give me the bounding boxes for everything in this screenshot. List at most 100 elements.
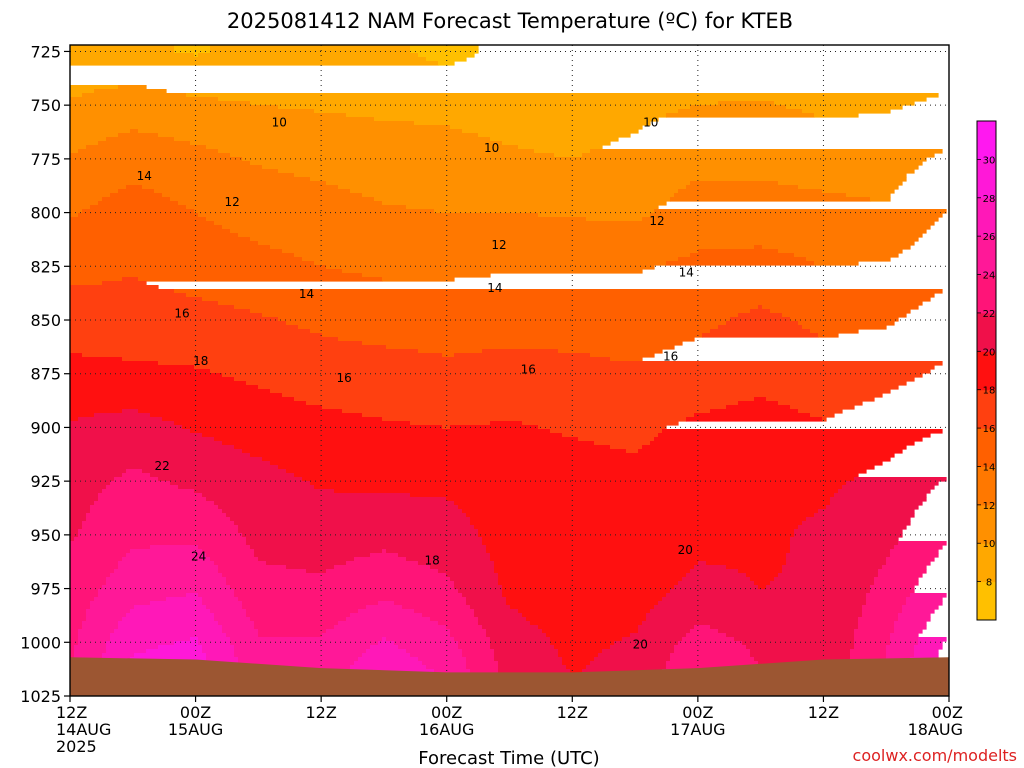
temperature-cell xyxy=(230,641,379,646)
temperature-cell xyxy=(598,653,671,658)
temperature-cell xyxy=(486,549,791,554)
temperature-cell xyxy=(566,665,587,670)
temperature-cell xyxy=(466,657,495,662)
temperature-cell xyxy=(70,421,175,426)
temperature-cell xyxy=(234,593,463,598)
temperature-cell xyxy=(118,133,159,138)
temperature-cell xyxy=(734,637,855,642)
temperature-cell xyxy=(666,661,759,666)
temperature-cell xyxy=(270,389,891,394)
temperature-cell xyxy=(114,629,223,634)
temperature-cell xyxy=(506,601,659,606)
temperature-cell xyxy=(918,637,947,642)
temperature-cell xyxy=(70,229,231,234)
colorbar-label: 26 xyxy=(983,232,996,243)
x-tick-label: 16AUG xyxy=(419,720,474,739)
temperature-cell xyxy=(794,529,903,534)
temperature-cell xyxy=(262,313,739,318)
temperature-cell xyxy=(174,289,943,294)
temperature-cell xyxy=(106,485,179,490)
temperature-cell xyxy=(70,625,83,630)
temperature-cell xyxy=(658,433,931,438)
temperature-cell xyxy=(106,581,227,586)
temperature-cell xyxy=(214,437,579,442)
colorbar-segment xyxy=(977,543,996,583)
temperature-cell xyxy=(86,513,227,518)
temperature-cell xyxy=(498,577,683,582)
temperature-cell xyxy=(118,189,155,194)
temperature-cell xyxy=(778,181,903,186)
credit-text: coolwx.com/modelts xyxy=(853,746,1017,765)
contour-label: 14 xyxy=(487,281,502,295)
temperature-cell xyxy=(786,561,887,566)
temperature-cell xyxy=(746,573,779,578)
temperature-cell xyxy=(202,649,235,654)
temperature-cell xyxy=(518,145,603,150)
temperature-cell xyxy=(482,625,539,630)
temperature-cell xyxy=(610,445,643,450)
temperature-cell xyxy=(130,129,139,134)
temperature-cell xyxy=(254,549,383,554)
temperature-cell xyxy=(110,573,223,578)
temperature-cell xyxy=(886,557,935,562)
x-tick-label: 12Z xyxy=(808,703,839,722)
temperature-cell xyxy=(342,409,711,414)
y-tick-label: 775 xyxy=(30,150,61,169)
temperature-cell xyxy=(70,289,175,294)
temperature-cell xyxy=(70,105,279,110)
temperature-cell xyxy=(70,585,103,590)
temperature-cell xyxy=(70,525,83,530)
temperature-cell xyxy=(70,413,95,418)
temperature-cell xyxy=(834,493,927,498)
temperature-cell xyxy=(742,641,855,646)
temperature-cell xyxy=(70,205,91,210)
temperature-cell xyxy=(482,541,791,546)
colorbar-segment xyxy=(977,351,996,391)
temperature-cell xyxy=(70,273,363,278)
temperature-cell xyxy=(70,249,283,254)
temperature-cell xyxy=(386,637,455,642)
temperature-cell xyxy=(470,669,499,674)
temperature-cell xyxy=(118,85,147,90)
temperature-cell xyxy=(278,105,691,110)
temperature-cell xyxy=(886,645,915,650)
temperature-cell xyxy=(110,633,227,638)
temperature-cell xyxy=(74,649,107,654)
temperature-cell xyxy=(522,421,679,426)
colorbar-segment xyxy=(977,274,996,314)
temperature-cell xyxy=(242,449,627,454)
temperature-cell xyxy=(70,233,239,238)
temperature-cell xyxy=(382,417,687,422)
temperature-cell xyxy=(70,573,111,578)
contour-label: 16 xyxy=(521,362,536,376)
temperature-cell xyxy=(202,297,931,302)
temperature-cell xyxy=(674,645,747,650)
temperature-cell xyxy=(678,189,823,194)
contour-label: 10 xyxy=(272,115,287,129)
contour-label: 22 xyxy=(154,459,169,473)
temperature-cell xyxy=(710,329,811,334)
temperature-cell xyxy=(682,577,751,582)
temperature-cell xyxy=(430,617,479,622)
temperature-cell xyxy=(578,437,655,442)
contour-label: 10 xyxy=(484,141,499,155)
temperature-cell xyxy=(686,633,727,638)
temperature-cell xyxy=(70,293,187,298)
temperature-cell xyxy=(810,413,835,418)
plot-area: 10 10 10 14 12 12 12 14 14 14 16 18 16 16 16 22 24 18 20 20 xyxy=(70,45,949,696)
x-tick-label: 12Z xyxy=(56,703,87,722)
temperature-cell xyxy=(322,633,451,638)
temperature-cell xyxy=(466,661,499,666)
temperature-cell xyxy=(194,365,935,370)
temperature-cell xyxy=(218,301,923,306)
temperature-cell xyxy=(346,561,419,566)
temperature-cell xyxy=(214,221,935,226)
temperature-cell xyxy=(886,653,915,658)
temperature-cell xyxy=(238,657,359,662)
temperature-cell xyxy=(138,277,383,282)
temperature-cell xyxy=(246,613,351,618)
temperature-cell xyxy=(270,245,755,250)
temperature-cell xyxy=(422,661,467,666)
contour-label: 14 xyxy=(299,287,314,301)
temperature-cell xyxy=(442,353,455,358)
